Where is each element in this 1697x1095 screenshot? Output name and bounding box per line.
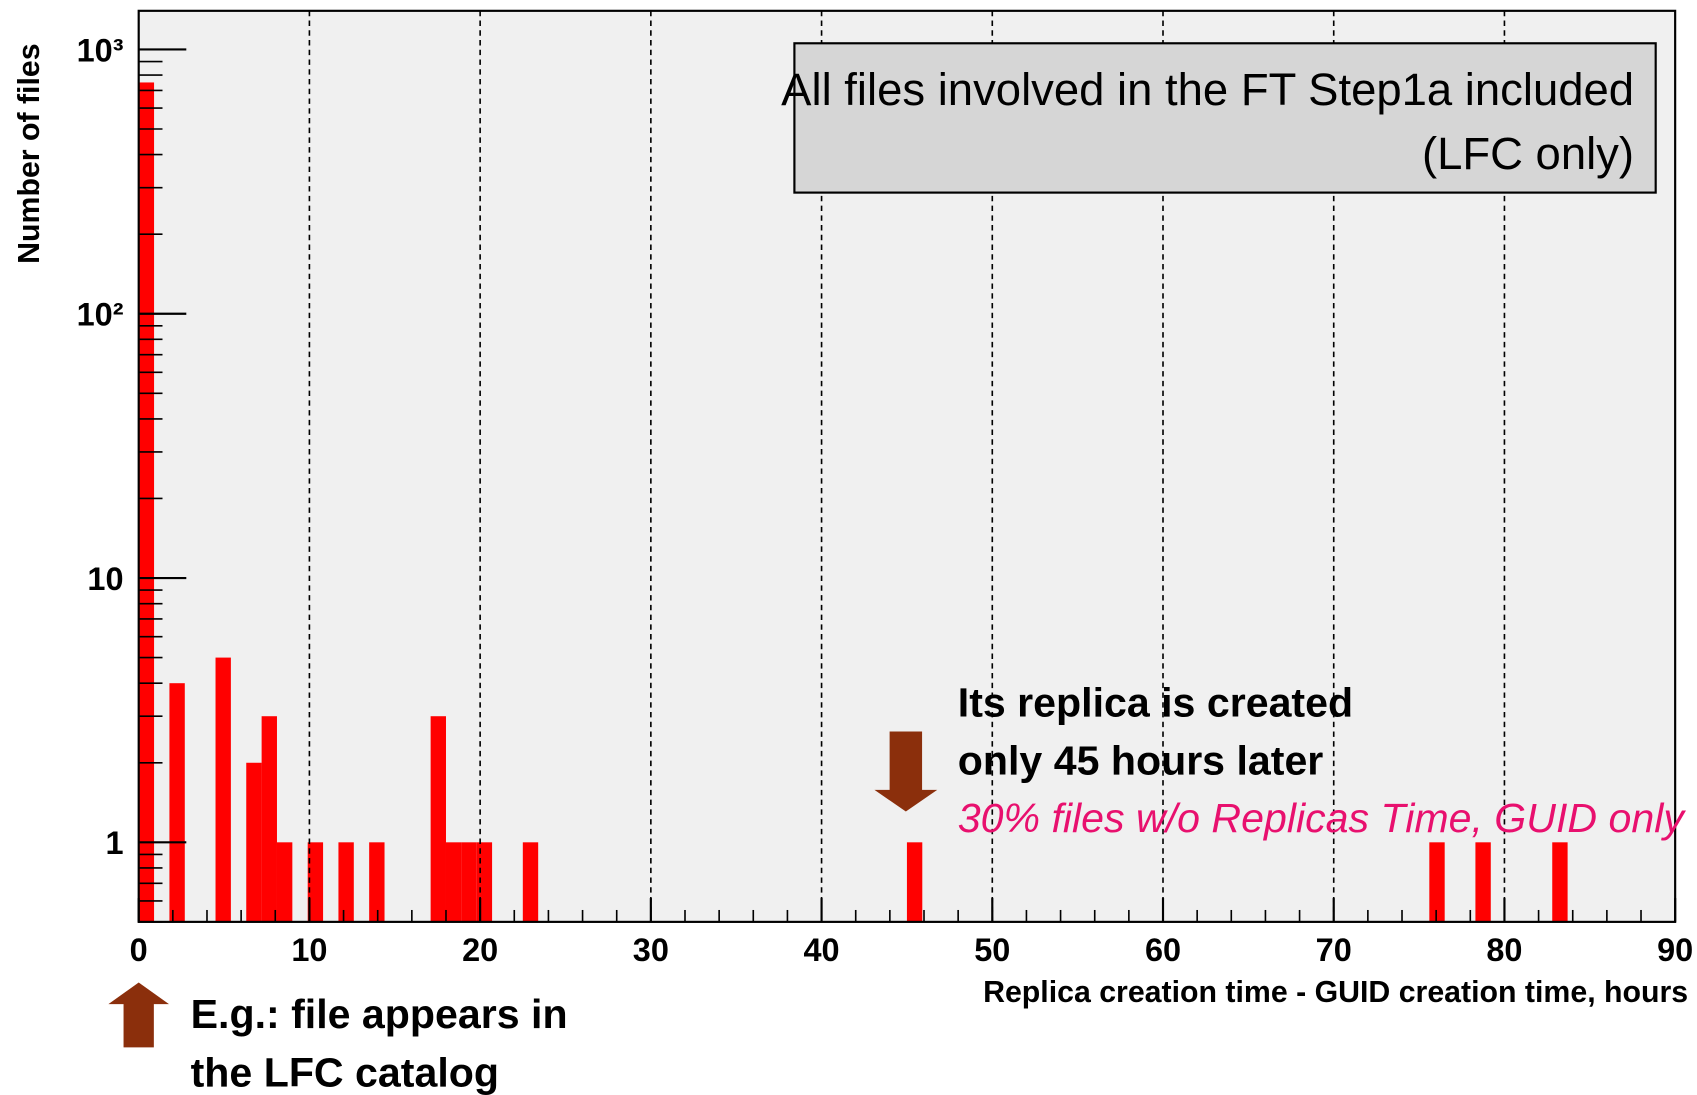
x-axis-label: Replica creation time - GUID creation ti…: [983, 976, 1688, 1009]
bar: [522, 842, 539, 922]
annotation: E.g.: file appears in: [191, 991, 568, 1037]
y-tick-label: 10³: [77, 32, 124, 68]
arrow-down: [874, 731, 938, 812]
x-tick-label: 60: [1145, 932, 1181, 968]
y-tick-label: 1: [105, 825, 123, 861]
x-tick-label: 50: [974, 932, 1010, 968]
plot-frame: [137, 9, 1677, 923]
bar: [1429, 842, 1445, 922]
bar: [246, 762, 262, 922]
x-tick-label: 10: [291, 932, 327, 968]
y-axis-label: Number of files: [13, 43, 46, 263]
x-tick-label: 20: [462, 932, 498, 968]
bar: [338, 842, 354, 922]
box-text: All files involved in the FT Step1a incl…: [781, 64, 1634, 115]
x-tick-label: 90: [1657, 932, 1693, 968]
x-tick-label: 70: [1316, 932, 1352, 968]
annotation: only 45 hours later: [958, 738, 1324, 784]
x-tick-label: 30: [633, 932, 669, 968]
bar: [307, 842, 324, 922]
arrow-up: [108, 982, 169, 1048]
annotation: 30% files w/o Replicas Time, GUID only: [958, 795, 1687, 841]
bar: [276, 842, 293, 922]
bar: [461, 842, 477, 922]
info-box: [793, 42, 1657, 194]
y-tick-label: 10²: [77, 297, 124, 333]
bar: [138, 82, 155, 922]
x-tick-label: 40: [804, 932, 840, 968]
x-tick-label: 80: [1486, 932, 1522, 968]
bar: [430, 716, 446, 922]
bar: [169, 683, 185, 922]
y-tick-label: 10: [87, 561, 123, 597]
x-tick-label: 0: [130, 932, 148, 968]
bar: [476, 842, 493, 922]
bar: [215, 657, 231, 922]
bar: [1475, 842, 1491, 922]
annotation: the LFC catalog: [191, 1049, 499, 1095]
bar: [1552, 842, 1568, 922]
bar: [906, 842, 923, 922]
bar: [369, 842, 385, 922]
box-text: (LFC only): [1422, 128, 1634, 179]
marks: [138, 10, 1568, 922]
bar: [261, 716, 277, 922]
annotation: Its replica is created: [958, 679, 1353, 725]
bar: [445, 842, 462, 922]
